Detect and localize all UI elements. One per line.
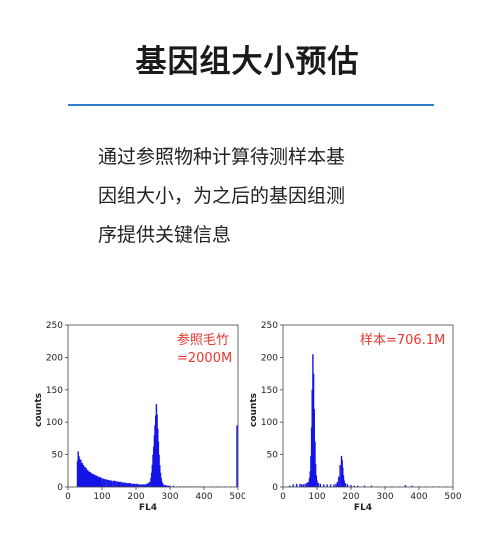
description-line: 因组大小，为之后的基因组测 — [98, 185, 346, 207]
y-tick-label: 250 — [46, 321, 63, 331]
x-tick-label: 100 — [308, 492, 325, 502]
x-axis-label: FL4 — [354, 503, 372, 513]
y-tick-label: 200 — [261, 353, 278, 363]
x-tick-label: 400 — [410, 492, 427, 502]
x-tick-label: 500 — [229, 492, 245, 502]
chart-background — [30, 313, 245, 513]
histogram-bars — [76, 404, 238, 487]
y-tick-label: 0 — [57, 483, 63, 493]
description-line: 通过参照物种计算待测样本基 — [98, 146, 346, 168]
x-tick-label: 300 — [161, 492, 178, 502]
y-axis-label: counts — [250, 393, 259, 427]
y-tick-label: 50 — [52, 451, 64, 461]
description: 通过参照物种计算待测样本基 因组大小，为之后的基因组测 序提供关键信息 — [98, 138, 408, 255]
y-tick-label: 150 — [46, 386, 63, 396]
chart-annotation: 样本=706.1M — [360, 333, 445, 348]
y-tick-label: 100 — [46, 418, 63, 428]
chart-annotation: 参照毛竹 — [177, 332, 229, 348]
x-tick-label: 0 — [280, 492, 286, 502]
x-tick-label: 0 — [65, 492, 71, 502]
x-tick-label: 200 — [342, 492, 359, 502]
y-tick-label: 0 — [272, 483, 278, 493]
x-tick-label: 500 — [444, 492, 461, 502]
y-tick-label: 250 — [261, 321, 278, 331]
x-tick-label: 200 — [127, 492, 144, 502]
title-underline — [68, 104, 434, 106]
chart-axes: 0 50 100 150 200 250 0 100 200 300 400 500 — [261, 321, 462, 502]
y-tick-label: 200 — [46, 353, 63, 363]
x-tick-label: 300 — [376, 492, 393, 502]
sample-histogram-chart: 0 50 100 150 200 250 0 100 200 300 400 500 样本=706.1… — [250, 313, 465, 513]
page-title: 基因组大小预估 — [135, 44, 360, 80]
plot-frame — [282, 324, 454, 488]
x-tick-label: 400 — [195, 492, 212, 502]
plot-frame — [67, 324, 239, 488]
y-axis-label: counts — [34, 393, 44, 427]
y-tick-label: 50 — [267, 451, 279, 461]
chart-annotation: =2000M — [177, 351, 232, 366]
reference-histogram-chart: 0 50 100 150 200 250 0 100 200 300 400 500 参照毛竹 =20… — [30, 313, 245, 513]
y-tick-label: 100 — [261, 418, 278, 428]
description-line: 序提供关键信息 — [98, 224, 232, 246]
x-tick-label: 100 — [93, 492, 110, 502]
chart-axes: 0 50 100 150 200 250 0 100 200 300 400 500 — [46, 321, 245, 502]
chart-background — [250, 313, 465, 513]
x-axis-label: FL4 — [139, 503, 157, 513]
y-tick-label: 150 — [261, 386, 278, 396]
